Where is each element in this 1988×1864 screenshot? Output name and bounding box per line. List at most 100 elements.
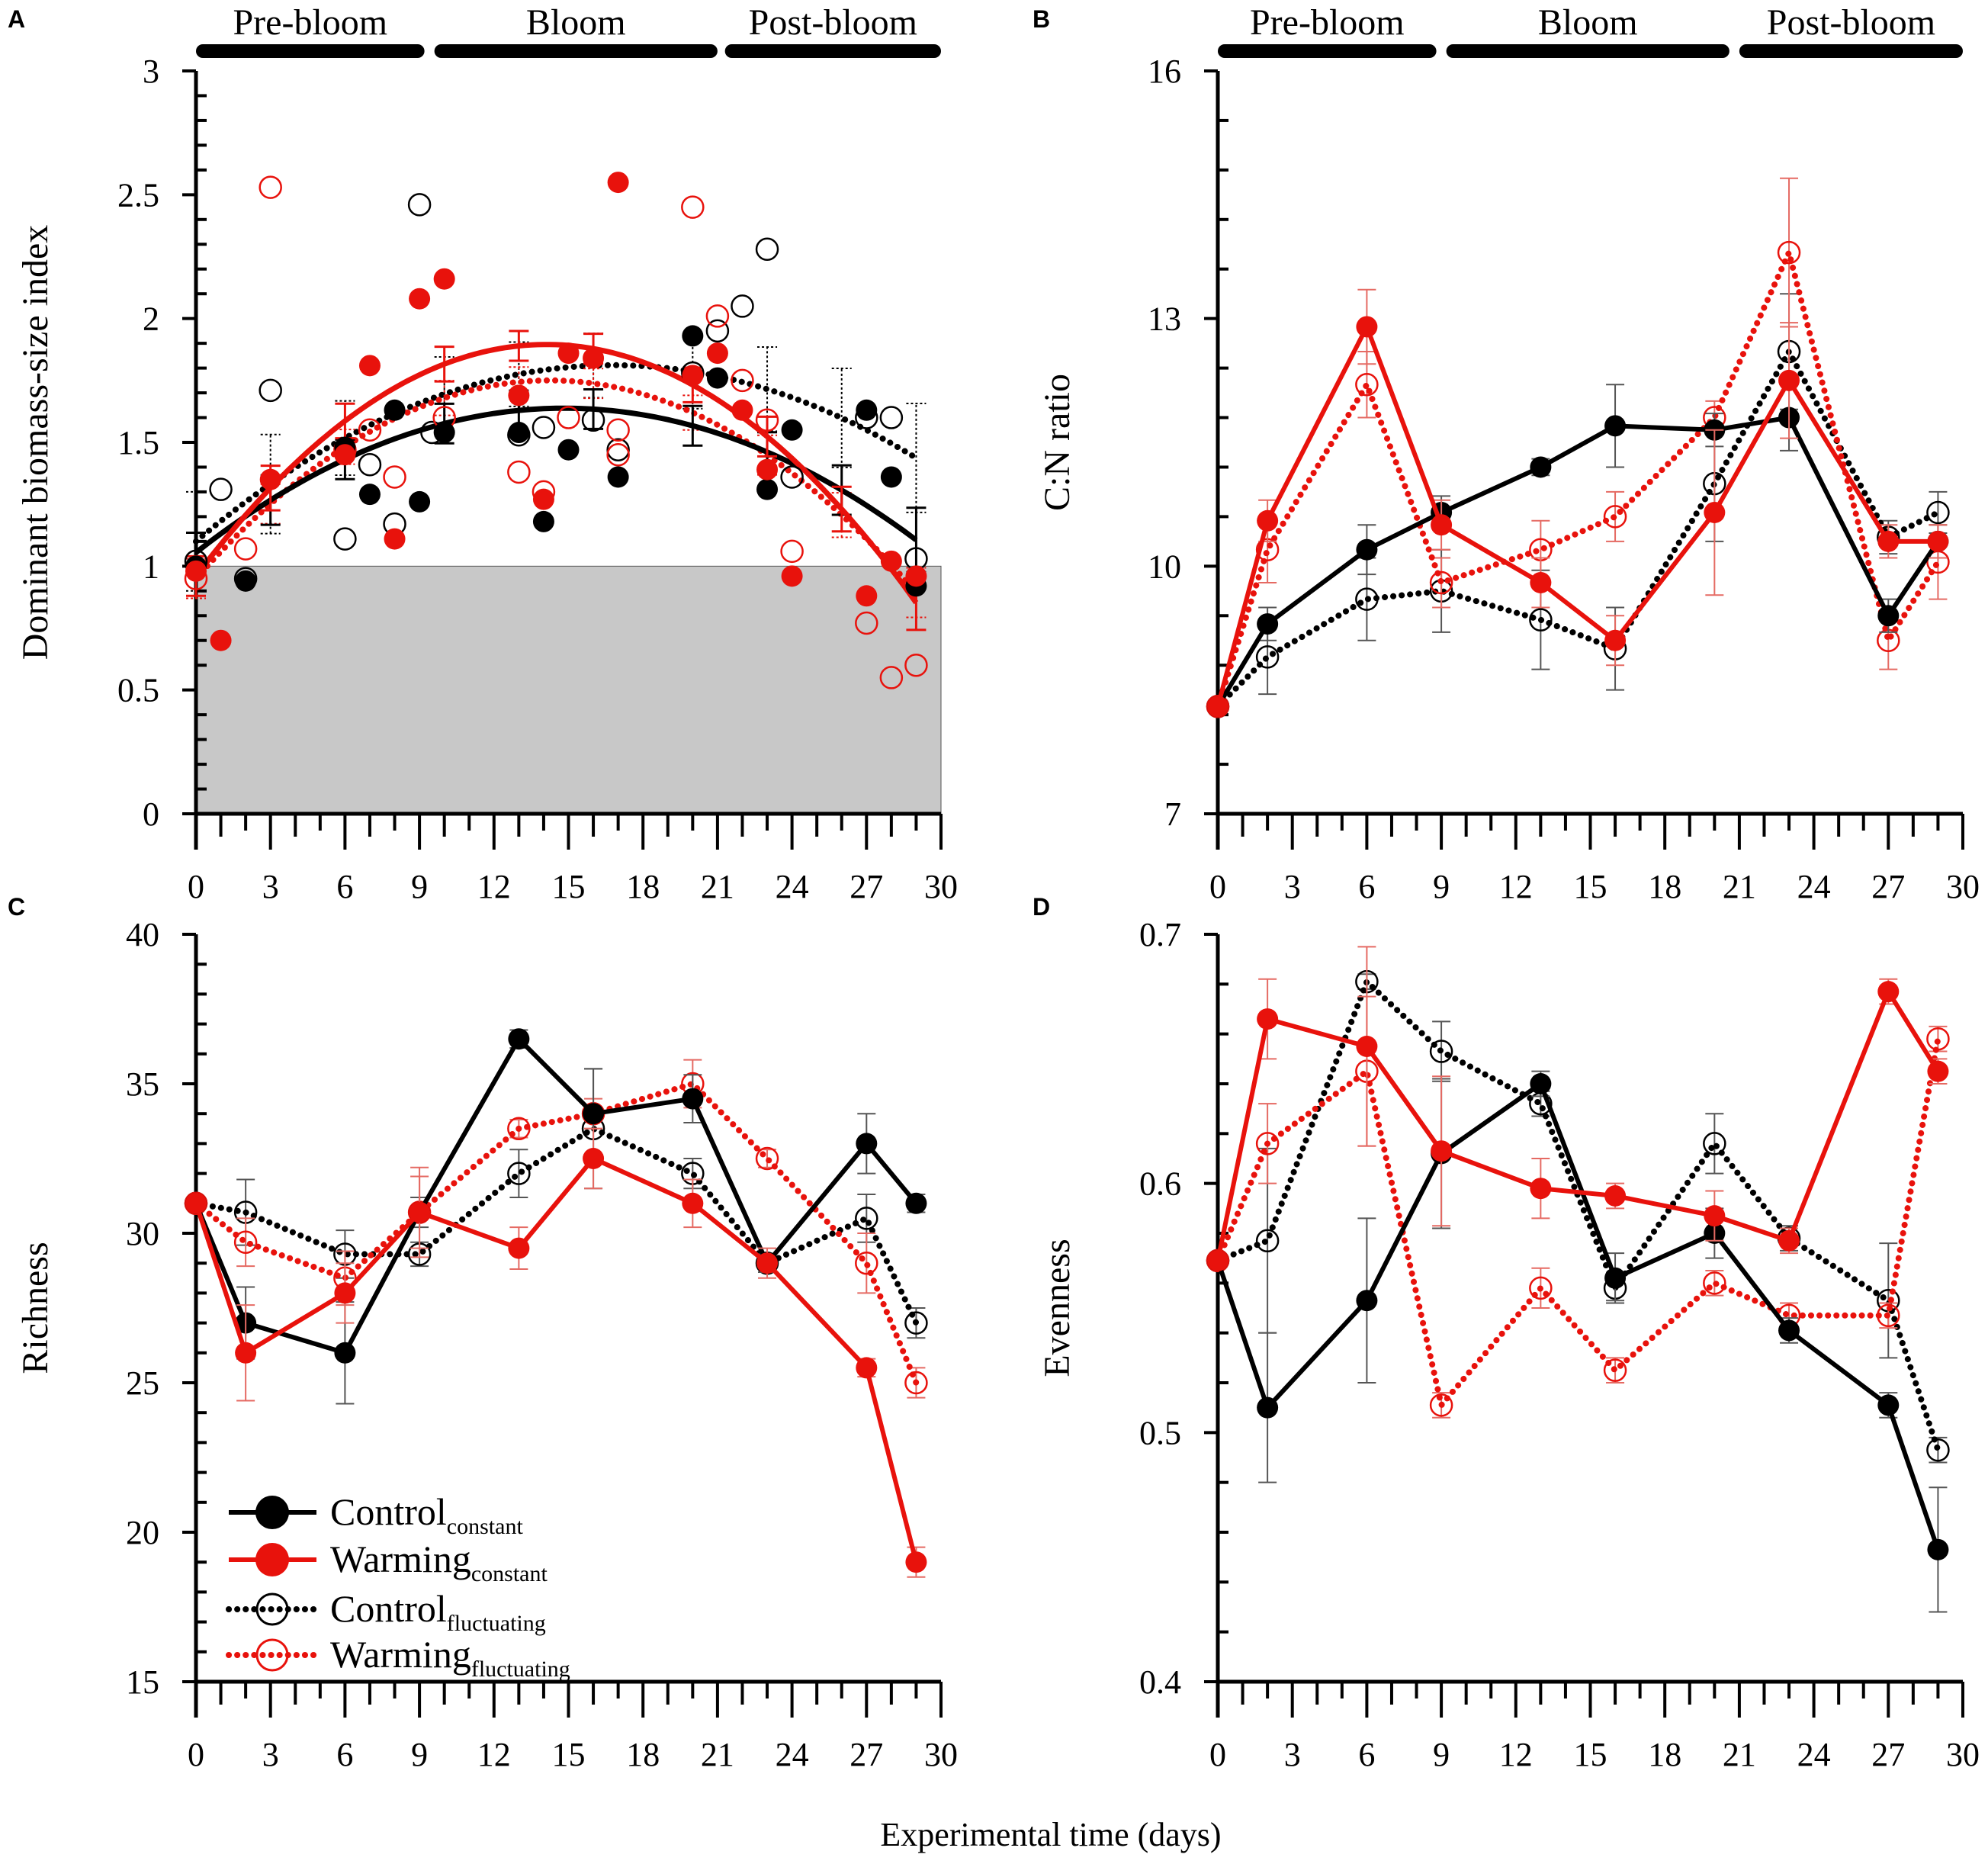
series-line xyxy=(1216,324,1938,708)
data-point xyxy=(259,175,282,199)
data-point xyxy=(756,478,779,500)
data-point xyxy=(705,304,730,328)
data-point xyxy=(1927,530,1949,552)
y-tick-label: 25 xyxy=(126,1364,159,1402)
data-point xyxy=(1257,509,1279,532)
x-tick-label: 12 xyxy=(477,1736,511,1773)
y-tick-label: 20 xyxy=(126,1514,159,1551)
y-tick-label: 3 xyxy=(143,53,159,90)
legend-marker xyxy=(255,1592,289,1626)
data-point xyxy=(1255,1132,1280,1155)
x-tick-label: 18 xyxy=(1648,868,1681,905)
x-tick-label: 18 xyxy=(626,868,660,905)
panel-c: 15 20 25 30 35 40 0 3 6 9 12 15 18 21 24 27 30 Richness xyxy=(15,916,958,1773)
x-tick-label: 9 xyxy=(1433,868,1450,905)
data-point xyxy=(1356,1036,1378,1057)
data-point xyxy=(532,416,556,439)
data-point xyxy=(1778,1319,1800,1342)
legend-label: Warmingfluctuating xyxy=(330,1633,570,1682)
data-point xyxy=(1207,1249,1228,1271)
panel-letter-c: C xyxy=(8,893,25,921)
x-tick-label: 30 xyxy=(1946,1736,1980,1773)
data-point xyxy=(1429,1040,1453,1063)
data-point xyxy=(383,465,406,489)
data-point xyxy=(1257,1008,1279,1030)
x-tick-label: 30 xyxy=(924,1736,958,1773)
y-tick-label: 1.5 xyxy=(117,424,159,461)
data-point xyxy=(607,466,629,488)
legend-name: Control xyxy=(330,1587,447,1630)
series-warming-const xyxy=(185,1127,927,1578)
series-line xyxy=(193,1125,920,1326)
data-point xyxy=(781,419,803,441)
data-point xyxy=(607,172,629,194)
series-line xyxy=(1215,1036,1941,1409)
series-line xyxy=(194,1156,919,1563)
series-line xyxy=(194,1036,918,1355)
data-point xyxy=(1926,1027,1950,1051)
data-point xyxy=(1877,1394,1900,1416)
data-point xyxy=(409,490,431,513)
data-point xyxy=(334,1342,356,1364)
x-tick-label: 9 xyxy=(411,868,428,905)
data-point xyxy=(1530,1178,1552,1200)
data-point xyxy=(855,1251,878,1275)
data-point xyxy=(209,477,233,501)
data-point xyxy=(358,418,382,442)
data-point xyxy=(880,466,902,488)
data-point xyxy=(1703,1271,1726,1295)
data-point xyxy=(682,325,704,347)
legend-subscript: fluctuating xyxy=(471,1657,570,1682)
y-tick-label: 1 xyxy=(143,548,159,585)
data-point xyxy=(682,1192,704,1214)
data-point xyxy=(1777,240,1801,265)
data-point xyxy=(334,444,356,466)
phase-bar xyxy=(1739,44,1963,58)
legend: ControlconstantWarmingconstantControlflu… xyxy=(226,1490,570,1682)
x-tick-label: 12 xyxy=(1499,1736,1533,1773)
data-point xyxy=(409,288,431,310)
data-point xyxy=(1257,1396,1279,1419)
data-point xyxy=(235,570,257,592)
x-tick-label: 24 xyxy=(1797,868,1831,905)
shaded-region xyxy=(195,565,942,815)
data-point xyxy=(755,1146,779,1171)
y-tick-label: 0.6 xyxy=(1139,1165,1181,1203)
data-point xyxy=(1529,608,1553,632)
data-point xyxy=(1778,369,1800,391)
data-point xyxy=(409,1201,431,1223)
data-point xyxy=(905,1192,927,1214)
data-point xyxy=(780,539,804,564)
data-point xyxy=(606,438,630,461)
legend-marker xyxy=(255,1543,289,1576)
data-point xyxy=(1778,1229,1800,1252)
data-point xyxy=(905,1551,927,1573)
data-point xyxy=(532,510,554,532)
data-point xyxy=(1530,456,1552,478)
data-point xyxy=(1429,570,1453,595)
y-tick-label: 40 xyxy=(126,916,159,953)
data-point xyxy=(358,484,381,506)
legend-subscript: constant xyxy=(447,1514,524,1539)
data-point xyxy=(433,268,455,290)
x-tick-label: 21 xyxy=(1723,868,1756,905)
data-point xyxy=(879,406,904,429)
x-tick-label: 15 xyxy=(1574,868,1607,905)
y-axis-label: C:N ratio xyxy=(1037,374,1078,511)
x-tick-label: 30 xyxy=(1946,868,1980,905)
x-tick-label: 3 xyxy=(262,1736,279,1773)
data-point xyxy=(1704,1205,1726,1227)
x-tick-label: 15 xyxy=(1574,1736,1607,1773)
data-point xyxy=(781,565,803,587)
data-point xyxy=(210,629,232,651)
data-point xyxy=(1604,1267,1627,1289)
data-point xyxy=(1356,538,1378,561)
phase-label: Post-bloom xyxy=(1767,2,1935,43)
data-point xyxy=(583,1103,605,1125)
data-point xyxy=(731,368,754,393)
x-tick-label: 3 xyxy=(1284,1736,1301,1773)
x-tick-label: 27 xyxy=(849,1736,883,1773)
series-line xyxy=(1215,249,1941,710)
data-point xyxy=(384,528,406,550)
data-point xyxy=(1604,1185,1627,1207)
